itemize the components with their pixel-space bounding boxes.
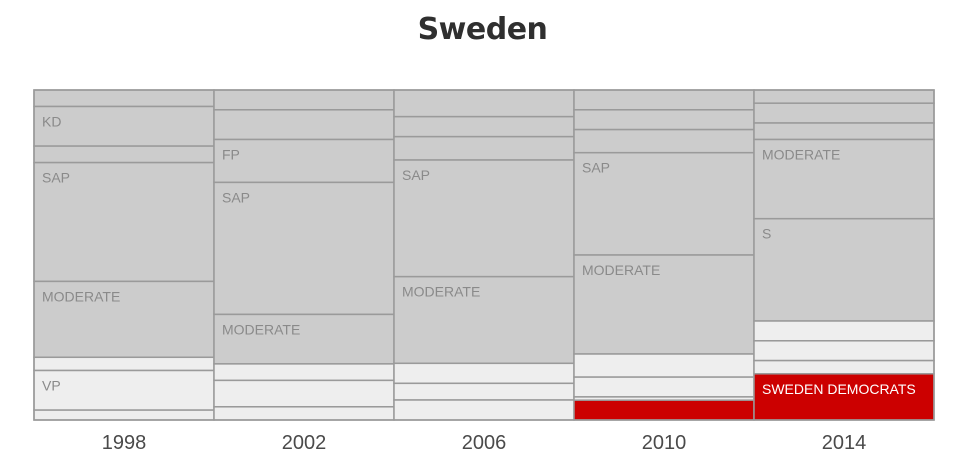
year-label-2014: 2014 — [822, 432, 867, 454]
segment-label-2014-4: MODERATE — [762, 147, 840, 163]
segment-label-2014-9: SWEDEN DEMOCRATS — [762, 381, 916, 397]
segment-2006-2 — [393, 115, 575, 138]
segment-2010-4 — [573, 151, 755, 256]
year-label-2006: 2006 — [462, 432, 507, 454]
segment-2010-9 — [573, 399, 755, 421]
segment-1998-7 — [33, 369, 215, 411]
segment-1998-5 — [33, 280, 215, 359]
segment-2002-2 — [213, 109, 395, 141]
segment-2002-1 — [213, 89, 395, 111]
segment-1998-6 — [33, 356, 215, 372]
year-labels-group: 1998 2002 2006 2010 2014 — [102, 432, 867, 454]
segment-2014-8 — [753, 359, 935, 375]
segment-1998-2 — [33, 105, 215, 147]
segment-2006-6 — [393, 362, 575, 385]
segment-2002-8 — [213, 406, 395, 421]
segment-label-2010-4: SAP — [582, 160, 610, 176]
segment-2006-8 — [393, 399, 575, 421]
segment-2006-3 — [393, 135, 575, 161]
segment-label-1998-5: MODERATE — [42, 288, 120, 304]
segment-2002-7 — [213, 379, 395, 408]
segment-2002-4 — [213, 181, 395, 316]
segment-2002-3 — [213, 138, 395, 184]
segment-2010-7 — [573, 376, 755, 398]
chart-title: Sweden — [417, 12, 548, 47]
segment-2006-1 — [393, 89, 575, 118]
segment-2014-4 — [753, 138, 935, 220]
segment-2010-3 — [573, 128, 755, 154]
segment-2014-7 — [753, 340, 935, 362]
segment-2006-7 — [393, 382, 575, 401]
segment-1998-3 — [33, 145, 215, 164]
segment-2010-1 — [573, 89, 755, 111]
segment-label-2002-3: FP — [222, 147, 240, 163]
segment-2014-5 — [753, 217, 935, 322]
segment-2006-5 — [393, 275, 575, 365]
segment-1998-1 — [33, 89, 215, 108]
segment-label-2006-5: MODERATE — [402, 284, 480, 300]
segment-label-1998-4: SAP — [42, 170, 70, 186]
segment-label-1998-2: KD — [42, 114, 61, 130]
segment-label-2002-4: SAP — [222, 189, 250, 205]
segment-1998-4 — [33, 161, 215, 283]
segment-2010-5 — [573, 254, 755, 355]
segment-2002-6 — [213, 363, 395, 382]
year-label-2002: 2002 — [282, 432, 327, 454]
segment-2010-2 — [573, 109, 755, 131]
segment-2010-6 — [573, 353, 755, 378]
year-label-2010: 2010 — [642, 432, 687, 454]
segment-2014-1 — [753, 89, 935, 104]
segment-label-2010-5: MODERATE — [582, 262, 660, 278]
segment-2014-3 — [753, 122, 935, 141]
segment-1998-8 — [33, 409, 215, 421]
segment-label-2002-5: MODERATE — [222, 321, 300, 337]
segment-label-2014-5: S — [762, 226, 771, 242]
segment-label-1998-7: VP — [42, 378, 61, 394]
segment-2014-2 — [753, 102, 935, 124]
year-label-1998: 1998 — [102, 432, 147, 454]
bars-group: KD SAP MODERATE VP FP SAP MODERATE SAP MODERATE S… — [33, 89, 935, 421]
chart-frame — [33, 89, 935, 421]
segment-label-2006-4: SAP — [402, 167, 430, 183]
segment-2014-6 — [753, 320, 935, 342]
